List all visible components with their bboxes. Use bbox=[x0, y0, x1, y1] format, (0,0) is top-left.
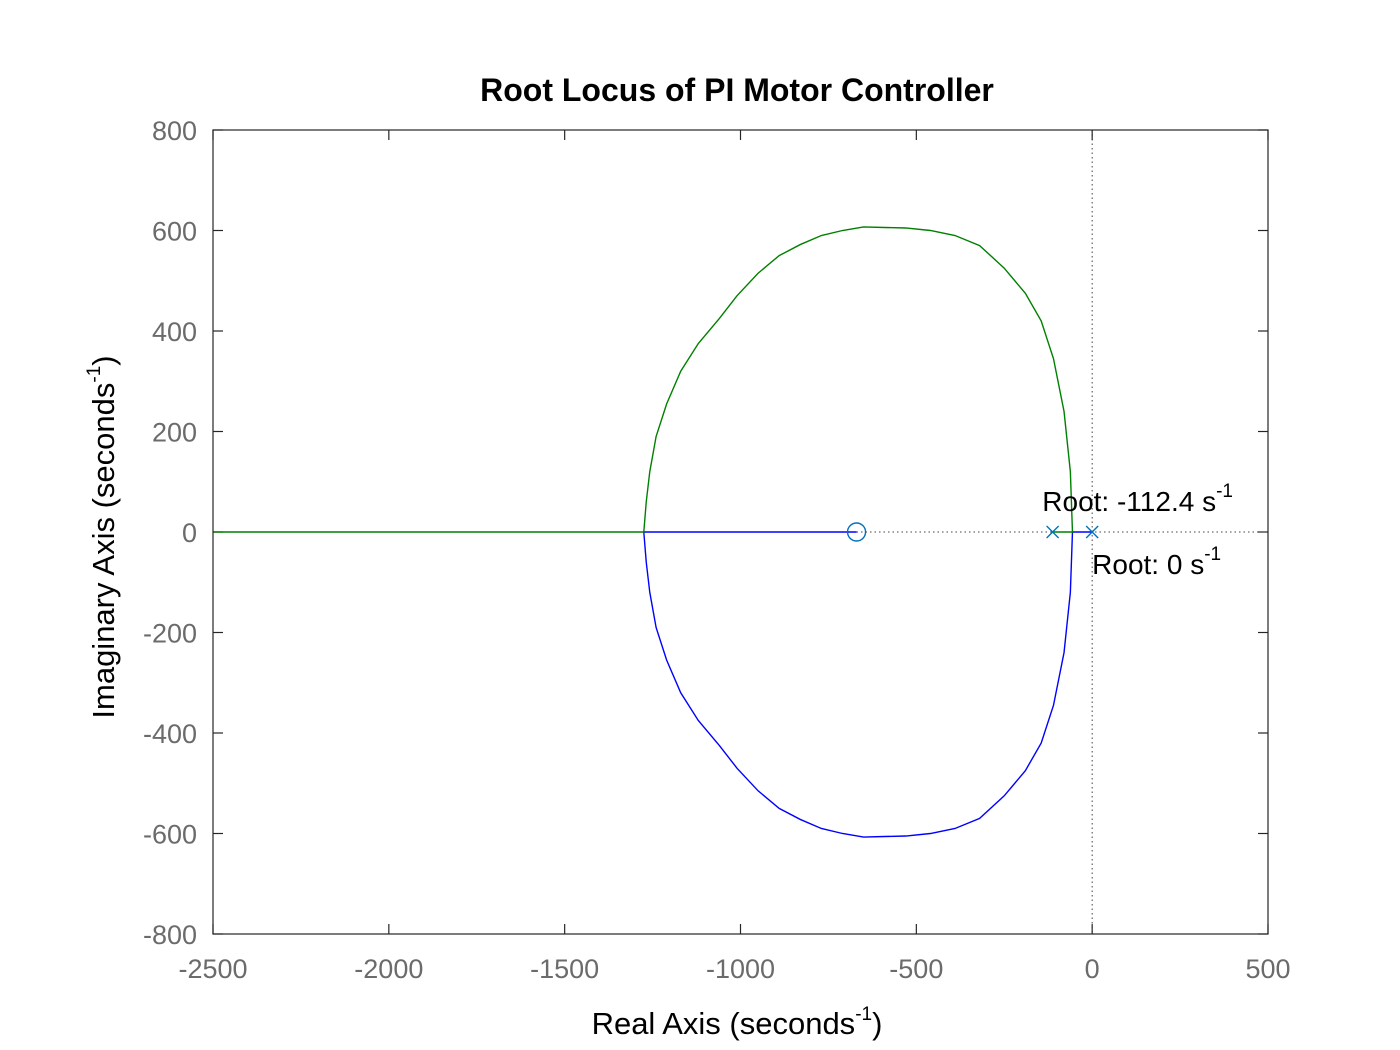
tick-labels: -2500 -2000 -1500 -1000 -500 0 500-800-600-400… bbox=[143, 116, 1291, 984]
plot-frame bbox=[212, 129, 1269, 935]
y-tick-label: -600 bbox=[143, 820, 197, 850]
y-tick-label: -200 bbox=[143, 619, 197, 649]
y-axis-label-exponent: -1 bbox=[84, 366, 105, 383]
locus-branches bbox=[213, 226, 1093, 838]
data-tip-text: Root: 0 s bbox=[1092, 549, 1204, 580]
y-tick-label: 200 bbox=[152, 418, 197, 448]
pole-marker-1 bbox=[1085, 525, 1099, 539]
x-axis-label-main: Real Axis (seconds bbox=[592, 1006, 856, 1041]
x-axis-label: Real Axis (seconds-1) bbox=[592, 1004, 883, 1041]
x-tick-label: -2000 bbox=[354, 954, 423, 984]
x-tick-label: -1500 bbox=[530, 954, 599, 984]
data-tip-exponent: -1 bbox=[1204, 544, 1221, 565]
y-tick-label: 400 bbox=[152, 317, 197, 347]
y-tick-label: -400 bbox=[143, 719, 197, 749]
y-tick-label: 600 bbox=[152, 217, 197, 247]
pole-marker-stroke bbox=[1085, 525, 1099, 539]
x-tick-label: -1000 bbox=[706, 954, 775, 984]
y-axis-label-main: Imaginary Axis (seconds bbox=[86, 383, 121, 719]
data-tip-1: Root: -112.4 s-1 bbox=[1042, 481, 1233, 517]
x-axis-label-exponent: -1 bbox=[855, 1004, 872, 1025]
pole-marker-stroke bbox=[1046, 525, 1060, 539]
data-tip-text: Root: -112.4 s bbox=[1042, 486, 1216, 517]
data-tip-exponent: -1 bbox=[1216, 481, 1233, 502]
locus-branch-1 bbox=[643, 531, 1093, 838]
x-tick-label: -500 bbox=[889, 954, 943, 984]
y-tick-label: 800 bbox=[152, 116, 197, 146]
x-axis-label-close: ) bbox=[872, 1006, 882, 1041]
pole-marker-2 bbox=[1046, 525, 1060, 539]
y-axis-label-close: ) bbox=[86, 355, 121, 365]
x-tick-label: 500 bbox=[1245, 954, 1290, 984]
data-tip-2: Root: 0 s-1 bbox=[1092, 544, 1221, 580]
y-tick-label: 0 bbox=[182, 518, 197, 548]
x-tick-label: -2500 bbox=[178, 954, 247, 984]
x-tick-label: 0 bbox=[1085, 954, 1100, 984]
y-axis-label: Imaginary Axis (seconds-1) bbox=[84, 355, 121, 718]
chart-title: Root Locus of PI Motor Controller bbox=[480, 72, 994, 108]
locus-branch-2 bbox=[213, 226, 1074, 533]
pole-zero-markers bbox=[846, 522, 1099, 542]
y-tick-label: -800 bbox=[143, 920, 197, 950]
zero-marker-1 bbox=[846, 522, 867, 542]
